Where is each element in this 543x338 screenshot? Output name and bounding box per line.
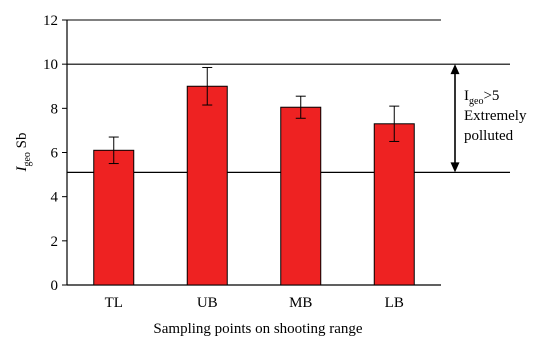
plot-area: 0 2 4 6 8 10 12 TL UB MB LB <box>43 13 510 311</box>
annotation-line2: Extremely <box>464 108 527 124</box>
y-axis-title-main: I <box>14 166 30 173</box>
y-ticks: 0 2 4 6 8 10 12 <box>43 13 67 294</box>
annotation: Igeo>5 Extremely polluted <box>450 64 527 173</box>
y-axis-title-sub: geo <box>22 152 33 166</box>
annotation-line1: Igeo>5 <box>464 88 499 107</box>
category-label-LB: LB <box>385 295 404 311</box>
category-label-TL: TL <box>105 295 123 311</box>
y-tick-label-5: 10 <box>43 57 58 73</box>
annotation-line1-sub: geo <box>469 96 483 107</box>
category-labels: TL UB MB LB <box>105 295 404 311</box>
bar-UB <box>186 85 228 286</box>
y-tick-label-4: 8 <box>51 101 59 117</box>
bar-LB <box>373 123 415 286</box>
y-tick-label-0: 0 <box>51 278 59 294</box>
category-label-UB: UB <box>197 295 218 311</box>
annotation-line3: polluted <box>464 128 514 144</box>
annotation-line1-tail: >5 <box>483 88 499 104</box>
y-axis-title-tail: Sb <box>14 132 30 152</box>
y-axis-title: Igeo Sb <box>14 132 33 172</box>
bars <box>93 85 415 286</box>
y-tick-label-2: 4 <box>51 190 59 206</box>
annotation-arrow-head-bottom <box>450 162 460 173</box>
annotation-arrow-head-top <box>450 64 460 75</box>
bar-TL <box>93 149 135 286</box>
y-tick-label-1: 2 <box>51 234 59 250</box>
x-axis-title: Sampling points on shooting range <box>153 321 363 337</box>
y-tick-label-6: 12 <box>43 13 58 29</box>
bar-MB <box>280 106 322 286</box>
error-bars <box>108 66 400 165</box>
annotation-line1-main: I <box>464 88 469 104</box>
y-tick-label-3: 6 <box>51 146 59 162</box>
category-label-MB: MB <box>289 295 312 311</box>
